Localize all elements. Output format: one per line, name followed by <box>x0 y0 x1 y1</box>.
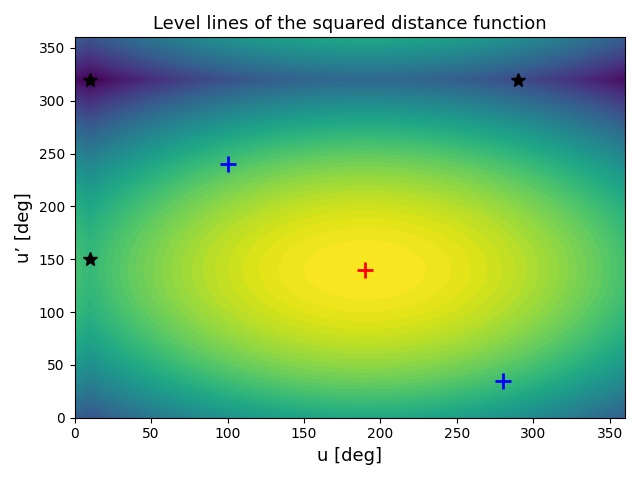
Y-axis label: u’ [deg]: u’ [deg] <box>15 192 33 263</box>
Title: Level lines of the squared distance function: Level lines of the squared distance func… <box>153 15 547 33</box>
X-axis label: u [deg]: u [deg] <box>317 447 382 465</box>
